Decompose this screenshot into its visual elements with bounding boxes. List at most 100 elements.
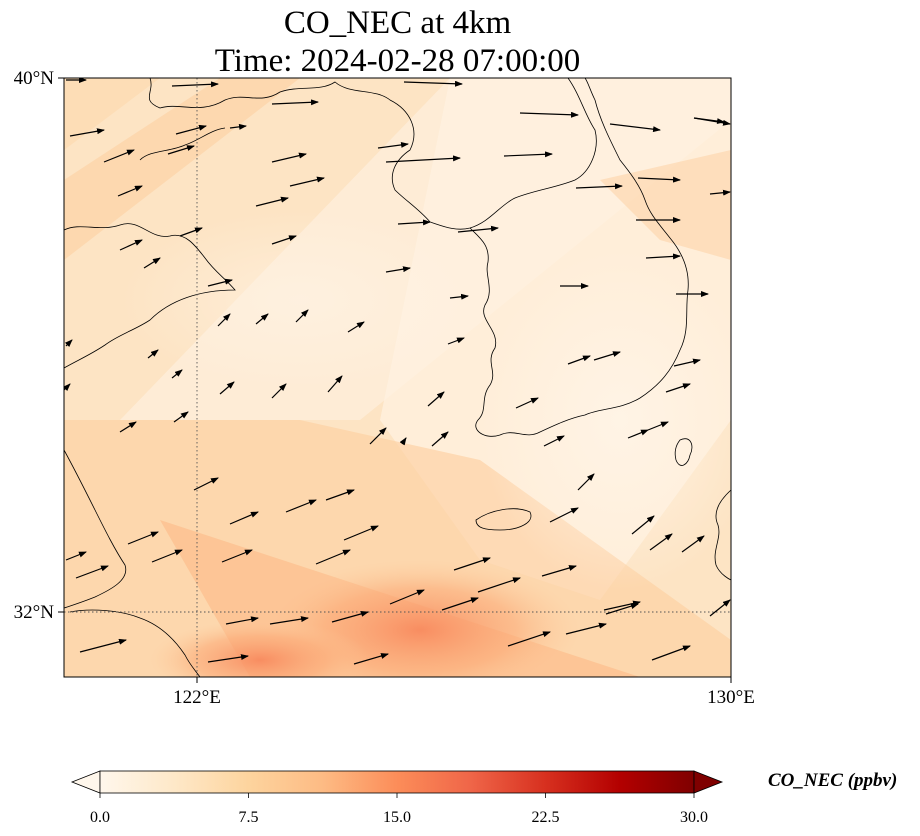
wind-arrow bbox=[449, 293, 469, 300]
wind-arrow bbox=[64, 339, 73, 348]
wind-arrow bbox=[327, 375, 343, 393]
wind-arrow bbox=[221, 549, 253, 563]
wind-arrow bbox=[347, 321, 365, 333]
wind-arrow bbox=[567, 355, 591, 365]
wind-arrow bbox=[565, 622, 607, 635]
colorbar-tick-label: 15.0 bbox=[383, 809, 411, 826]
x-axis: 122°E 130°E bbox=[173, 677, 755, 708]
wind-arrow bbox=[69, 128, 105, 137]
wind-arrow bbox=[665, 383, 691, 393]
colorbar-tick-label: 30.0 bbox=[680, 809, 708, 826]
wind-arrow bbox=[593, 351, 621, 361]
wind-arrow bbox=[543, 435, 565, 447]
wind-arrow bbox=[255, 196, 289, 207]
wind-arrow bbox=[681, 535, 705, 553]
colorbar-tick-label: 22.5 bbox=[532, 809, 560, 826]
wind-arrow bbox=[627, 429, 649, 439]
wind-arrow bbox=[325, 489, 355, 501]
wind-arrow bbox=[175, 124, 207, 135]
wind-arrow bbox=[369, 427, 387, 445]
wind-arrow bbox=[271, 99, 319, 106]
wind-arrow bbox=[673, 358, 701, 367]
wind-arrow bbox=[79, 638, 127, 653]
colorbar-extend-max bbox=[693, 770, 724, 794]
wind-arrow bbox=[117, 185, 143, 197]
wind-arrow bbox=[385, 266, 411, 273]
y-axis: 40°N 32°N bbox=[14, 68, 64, 623]
wind-arrow bbox=[143, 257, 161, 269]
coastlines bbox=[64, 78, 731, 677]
wind-arrow bbox=[289, 176, 325, 187]
wind-arrow bbox=[577, 473, 595, 491]
wind-arrow bbox=[295, 309, 309, 323]
wind-arrow bbox=[255, 313, 269, 325]
colorbar-label: CO_NEC (ppbv) bbox=[768, 770, 898, 791]
wind-arrow bbox=[457, 225, 499, 233]
colorbar: 0.0 7.5 15.0 22.5 30.0 bbox=[70, 770, 724, 826]
wind-arrow bbox=[447, 337, 465, 345]
wind-arrow bbox=[193, 477, 219, 491]
wind-arrow bbox=[271, 235, 297, 245]
wind-arrow bbox=[441, 597, 479, 611]
wind-arrow bbox=[64, 383, 71, 392]
wind-arrow bbox=[603, 600, 641, 611]
wind-arrow bbox=[173, 411, 189, 423]
wind-arrow bbox=[167, 145, 195, 155]
wind-arrow bbox=[343, 525, 379, 541]
wind-arrow bbox=[219, 381, 235, 395]
wind-arrow bbox=[503, 151, 553, 158]
wind-arrow bbox=[171, 369, 183, 379]
wind-arrow bbox=[645, 253, 681, 260]
wind-arrow bbox=[431, 431, 449, 447]
wind-arrow bbox=[507, 631, 551, 647]
wind-arrow bbox=[631, 515, 655, 535]
wind-arrow bbox=[229, 511, 259, 525]
wind-arrow bbox=[65, 551, 87, 561]
wind-arrow bbox=[271, 383, 287, 399]
wind-arrow bbox=[693, 117, 725, 125]
wind-arrow bbox=[207, 278, 233, 287]
wind-arrow bbox=[119, 239, 143, 251]
wind-arrow bbox=[119, 421, 137, 433]
wind-arrow bbox=[477, 577, 521, 593]
wind-arrow bbox=[331, 610, 369, 623]
wind-arrow bbox=[515, 397, 539, 409]
wind-arrow bbox=[269, 616, 309, 625]
wind-arrow bbox=[637, 176, 681, 183]
graticule bbox=[64, 78, 731, 677]
chart-subtitle: Time: 2024-02-28 07:00:00 bbox=[214, 43, 581, 79]
chart-title: CO_NEC at 4km bbox=[283, 5, 512, 41]
wind-arrow bbox=[75, 565, 109, 579]
wind-arrow bbox=[549, 507, 579, 523]
wind-arrow bbox=[609, 123, 661, 133]
wind-arrow bbox=[519, 111, 579, 118]
wind-arrow bbox=[179, 227, 203, 237]
wind-arrow bbox=[647, 421, 669, 431]
concentration-field bbox=[64, 78, 731, 677]
wind-vectors bbox=[64, 78, 731, 665]
wind-arrow bbox=[651, 645, 691, 661]
colorbar-tick-label: 0.0 bbox=[90, 809, 110, 826]
wind-arrow bbox=[217, 313, 231, 327]
wind-arrow bbox=[649, 533, 673, 551]
x-tick-label: 130°E bbox=[707, 687, 755, 708]
wind-arrow bbox=[147, 349, 159, 359]
y-tick-label: 40°N bbox=[14, 68, 55, 89]
wind-arrow bbox=[399, 437, 407, 446]
wind-arrow bbox=[541, 565, 577, 577]
wind-arrow bbox=[271, 152, 307, 163]
wind-arrow bbox=[151, 549, 183, 563]
colorbar-extend-min bbox=[70, 770, 101, 794]
wind-arrow bbox=[397, 219, 431, 226]
wind-arrow bbox=[285, 499, 317, 513]
colorbar-bar bbox=[99, 770, 695, 794]
wind-arrow bbox=[171, 81, 219, 88]
wind-arrow bbox=[229, 123, 247, 130]
wind-arrow bbox=[427, 391, 445, 407]
wind-arrow bbox=[127, 531, 159, 545]
x-tick-label: 122°E bbox=[173, 687, 221, 708]
wind-arrow bbox=[103, 149, 135, 163]
wind-arrow bbox=[353, 653, 389, 665]
y-tick-label: 32°N bbox=[14, 602, 55, 623]
